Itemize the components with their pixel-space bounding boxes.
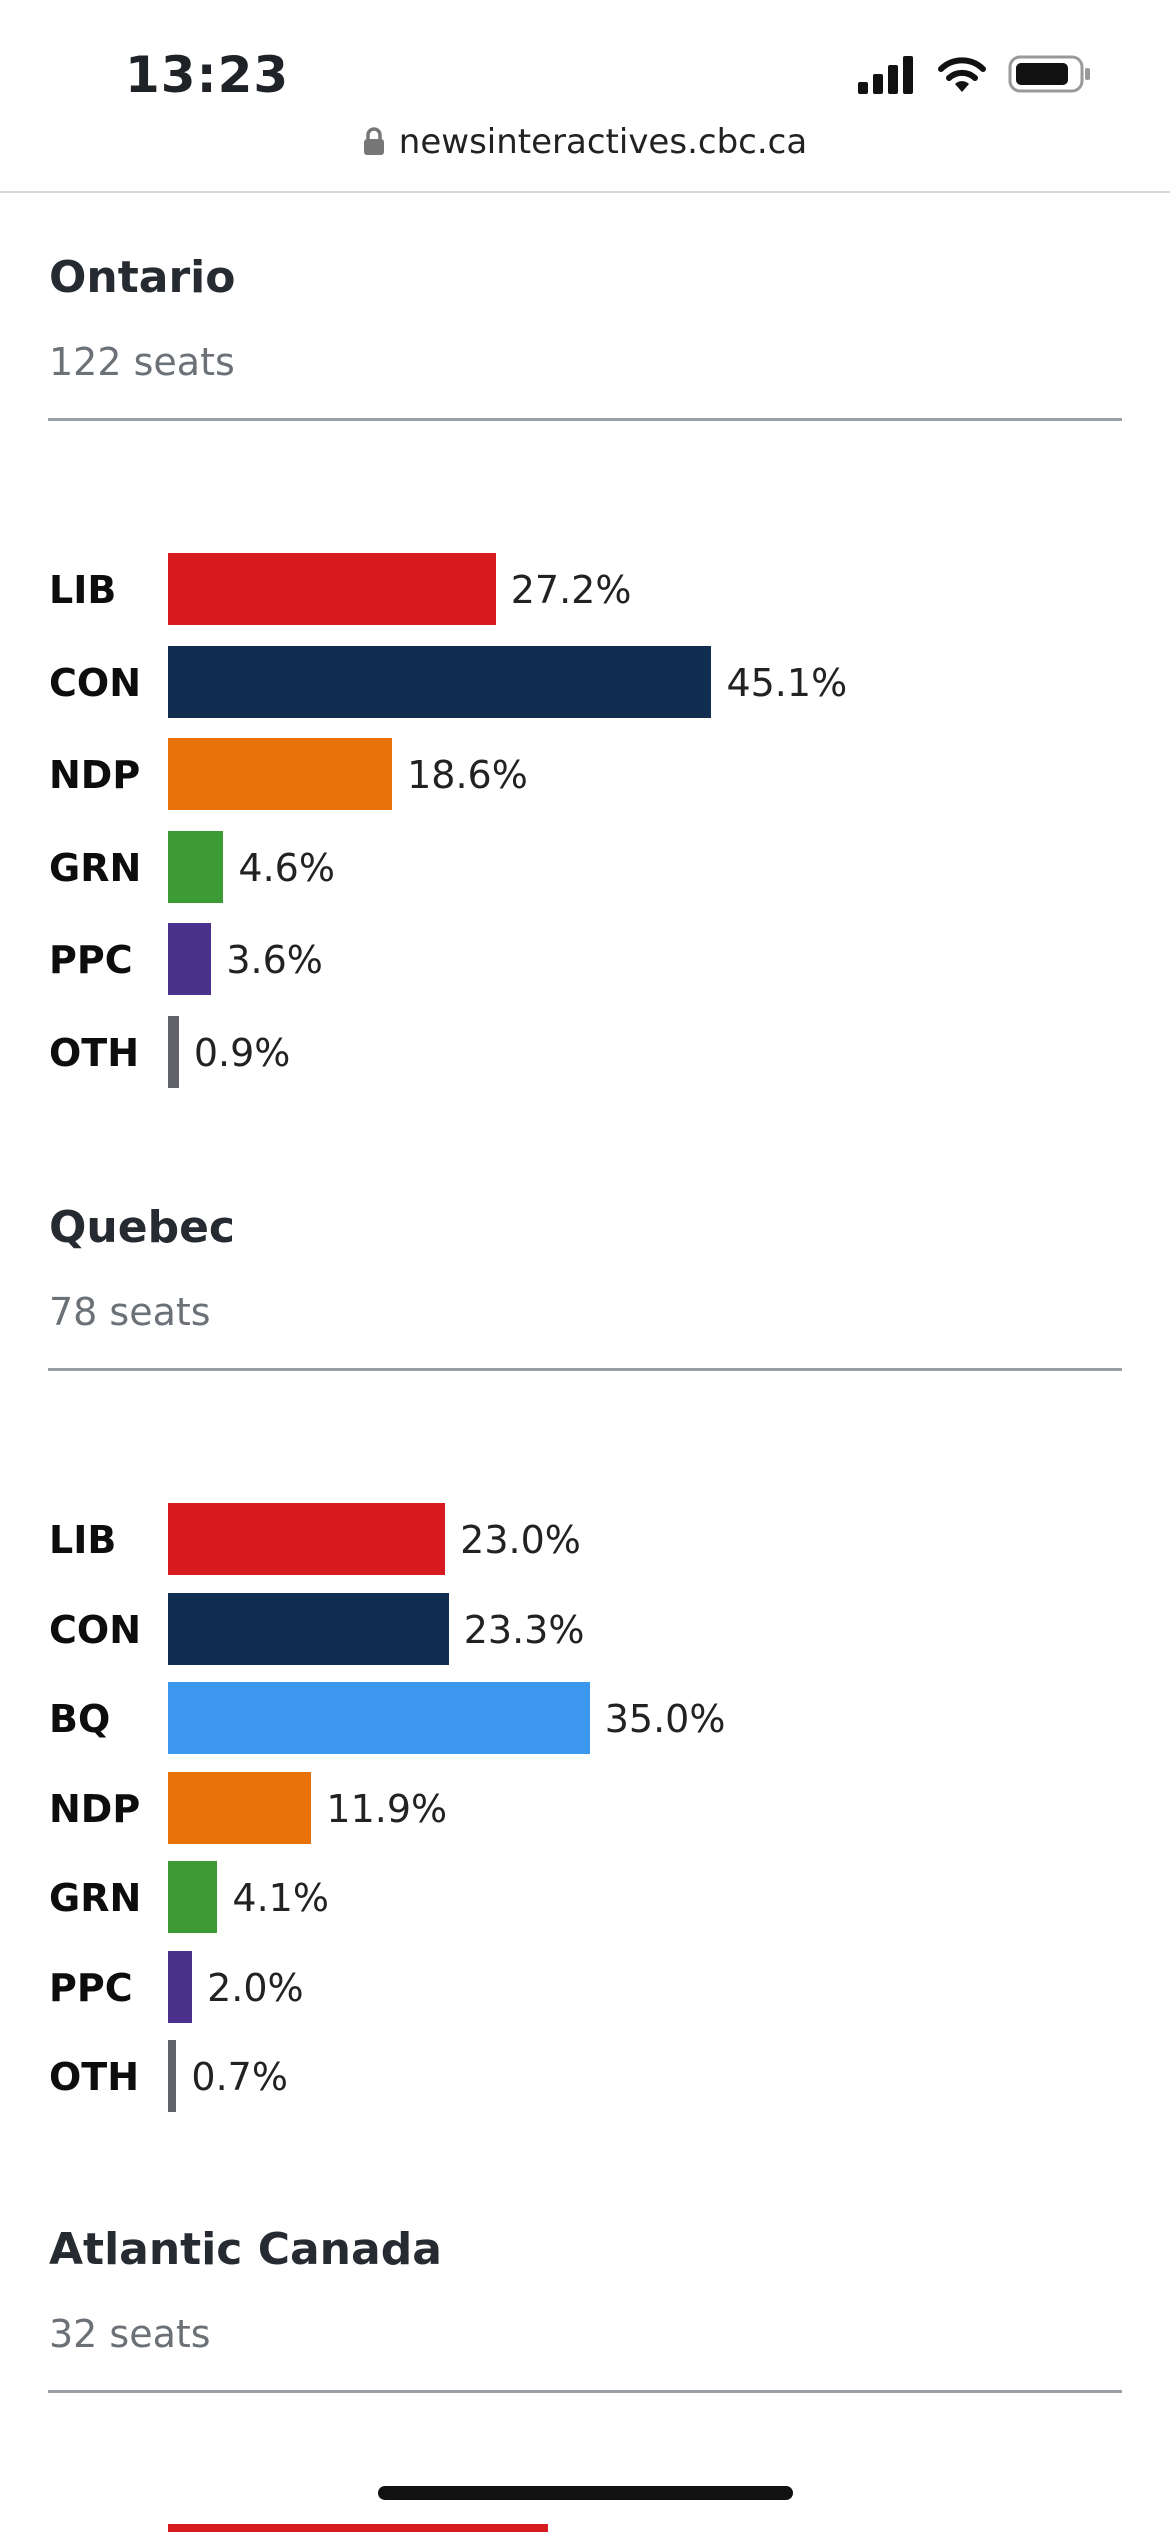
bar-oth bbox=[168, 2040, 177, 2112]
bar-row-con: CON 45.1% bbox=[0, 645, 1170, 720]
party-label: LIB bbox=[49, 568, 117, 612]
party-label: OTH bbox=[49, 1031, 140, 1075]
region-seats: 122 seats bbox=[49, 340, 235, 384]
value-label: 35.0% bbox=[604, 1697, 726, 1741]
bar-row-ndp: NDP 18.6% bbox=[0, 738, 1170, 812]
bar-ndp bbox=[168, 738, 393, 811]
lock-icon bbox=[363, 125, 385, 165]
party-label: OTH bbox=[49, 2055, 140, 2099]
bar-oth bbox=[168, 1016, 179, 1088]
value-label: 3.6% bbox=[226, 938, 323, 983]
bar-row-ndp: NDP 11.9% bbox=[0, 1771, 1170, 1846]
bar-peek-lib bbox=[168, 2524, 548, 2532]
party-label: GRN bbox=[49, 845, 142, 890]
value-label: 23.0% bbox=[460, 1518, 581, 1562]
bar-con bbox=[168, 645, 712, 718]
battery-icon bbox=[1008, 54, 1092, 98]
value-label: 0.9% bbox=[193, 1031, 291, 1075]
bar-row-con: CON 23.3% bbox=[0, 1592, 1170, 1667]
region-divider bbox=[48, 418, 1122, 421]
value-label: 2.0% bbox=[207, 1965, 304, 2010]
bar-bq bbox=[168, 1682, 590, 1754]
value-label: 27.2% bbox=[510, 568, 632, 612]
bar-row-grn: GRN 4.1% bbox=[0, 1861, 1170, 1935]
value-label: 23.3% bbox=[463, 1607, 585, 1652]
status-bar: 13:23 bbox=[0, 0, 1170, 130]
region-divider bbox=[48, 2390, 1122, 2393]
home-indicator[interactable] bbox=[378, 2486, 793, 2500]
value-label: 45.1% bbox=[726, 660, 848, 705]
party-label: NDP bbox=[49, 753, 141, 798]
party-label: LIB bbox=[49, 1518, 117, 1562]
bar-row-lib: LIB 27.2% bbox=[0, 553, 1170, 627]
bar-row-ppc: PPC 2.0% bbox=[0, 1950, 1170, 2025]
bar-con bbox=[168, 1592, 449, 1665]
value-label: 4.1% bbox=[232, 1876, 329, 1920]
party-label: GRN bbox=[49, 1876, 142, 1920]
bar-lib bbox=[168, 1503, 446, 1575]
bar-row-ppc: PPC 3.6% bbox=[0, 923, 1170, 997]
party-label: PPC bbox=[49, 1965, 133, 2010]
value-label: 18.6% bbox=[407, 753, 528, 798]
party-label: CON bbox=[49, 660, 141, 705]
region-title: Atlantic Canada bbox=[49, 2224, 442, 2275]
bar-ppc bbox=[168, 1950, 193, 2023]
party-label: BQ bbox=[49, 1697, 111, 1741]
cellular-signal-icon bbox=[858, 54, 916, 98]
region-title: Quebec bbox=[49, 1202, 235, 1253]
bar-grn bbox=[168, 830, 224, 903]
bar-row-bq: BQ 35.0% bbox=[0, 1682, 1170, 1756]
bar-row-grn: GRN 4.6% bbox=[0, 830, 1170, 905]
region-title: Ontario bbox=[49, 252, 236, 303]
bar-row-lib: LIB 23.0% bbox=[0, 1503, 1170, 1577]
url-text: newsinteractives.cbc.ca bbox=[398, 122, 808, 162]
party-label: NDP bbox=[49, 1786, 141, 1831]
bar-row-oth: OTH 0.9% bbox=[0, 1016, 1170, 1090]
system-icons bbox=[858, 54, 1092, 98]
value-label: 0.7% bbox=[191, 2055, 288, 2099]
party-label: CON bbox=[49, 1607, 141, 1652]
region-seats: 78 seats bbox=[49, 1290, 211, 1334]
region-seats: 32 seats bbox=[49, 2312, 211, 2356]
wifi-icon bbox=[936, 54, 988, 98]
status-time: 13:23 bbox=[125, 46, 290, 104]
bar-row-oth: OTH 0.7% bbox=[0, 2040, 1170, 2114]
value-label: 11.9% bbox=[326, 1786, 448, 1831]
region-divider bbox=[48, 1368, 1122, 1371]
bar-grn bbox=[168, 1861, 218, 1933]
browser-divider bbox=[0, 191, 1170, 193]
bar-lib bbox=[168, 553, 496, 625]
value-label: 4.6% bbox=[238, 845, 335, 890]
bar-ndp bbox=[168, 1771, 312, 1844]
browser-url-bar[interactable]: newsinteractives.cbc.ca bbox=[0, 122, 1170, 165]
party-label: PPC bbox=[49, 938, 133, 983]
bar-ppc bbox=[168, 923, 212, 996]
